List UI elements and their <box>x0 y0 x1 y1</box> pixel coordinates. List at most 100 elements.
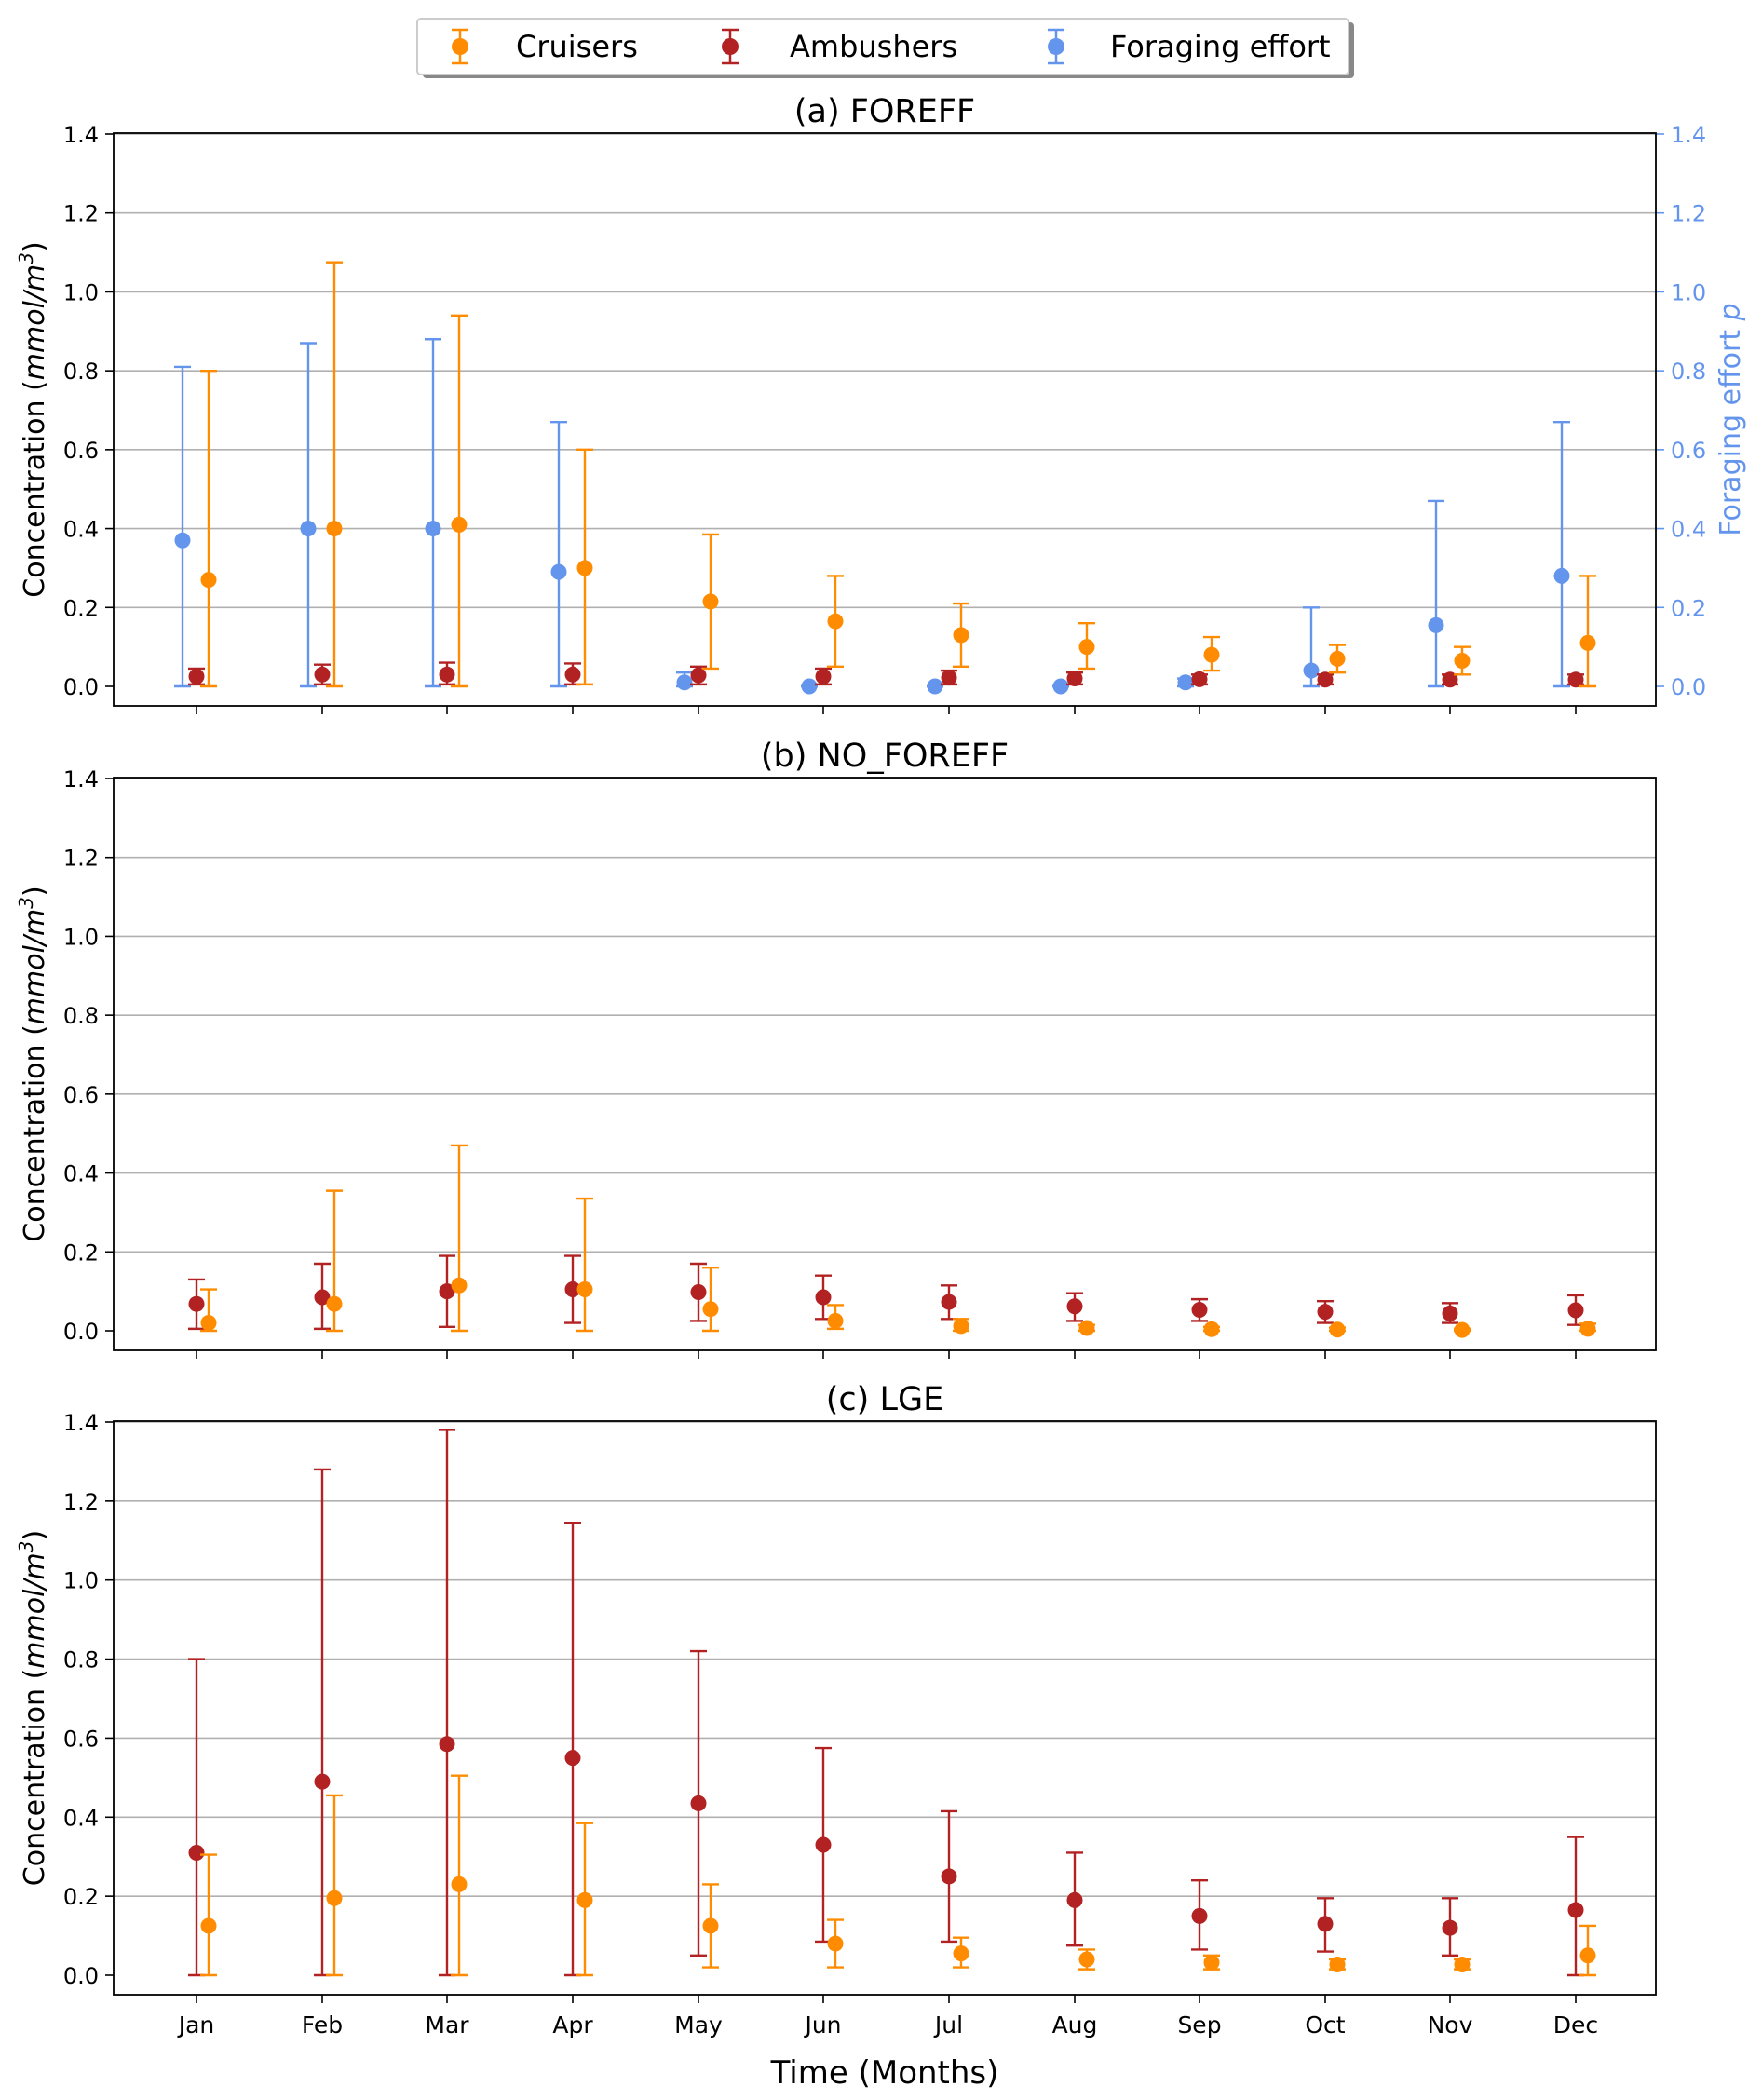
data-point-foraging-oct <box>1303 606 1320 688</box>
marker <box>1191 1302 1208 1319</box>
marker <box>1454 1957 1471 1973</box>
y-tick-label: 1.0 <box>63 279 99 305</box>
x-tick-label: Feb <box>302 2012 343 2039</box>
data-point-cruisers-jan <box>200 1853 217 1977</box>
y-tick-label: 0.4 <box>63 1161 99 1187</box>
marker <box>1066 1298 1083 1315</box>
marker <box>1442 671 1458 688</box>
marker <box>702 1301 719 1318</box>
data-point-foraging-may <box>676 671 693 691</box>
y2-tick-label: 0.0 <box>1671 674 1706 700</box>
marker <box>326 521 343 537</box>
data-point-ambushers-jan <box>188 667 205 686</box>
series-ambushers <box>188 661 1584 688</box>
y-tick-label: 1.0 <box>63 1568 99 1594</box>
y-tick-label: 0.8 <box>63 359 99 385</box>
data-point-ambushers-jun <box>815 667 832 686</box>
plot-frame <box>113 777 1657 1351</box>
marker <box>200 1917 217 1934</box>
marker <box>439 666 455 683</box>
marker <box>550 563 567 580</box>
data-point-cruisers-dec <box>1579 1924 1596 1977</box>
y-axis-label: Concentration (mmol/m3) <box>15 241 51 597</box>
x-tick-label: Aug <box>1052 2012 1098 2039</box>
marker <box>174 532 191 549</box>
data-point-ambushers-dec <box>1567 671 1584 688</box>
data-point-ambushers-jan <box>188 1278 205 1331</box>
marker <box>200 1315 217 1332</box>
data-point-ambushers-nov <box>1442 1897 1458 1957</box>
series-ambushers <box>188 1429 1584 1977</box>
x-tick-label: Oct <box>1305 2012 1345 2039</box>
legend-item-foraging-effort: Foraging effort <box>1048 28 1331 65</box>
x-tick-label: Jun <box>803 2012 841 2039</box>
series-cruisers <box>200 1144 1596 1338</box>
marker <box>1329 1957 1346 1973</box>
y-tick-label: 0.0 <box>63 1319 99 1345</box>
marker <box>801 678 818 695</box>
data-point-ambushers-may <box>690 665 707 686</box>
data-point-cruisers-apr <box>576 1197 593 1333</box>
data-point-ambushers-nov <box>1442 1302 1458 1324</box>
marker <box>1579 1947 1596 1964</box>
marker <box>1579 1321 1596 1337</box>
marker <box>564 1750 581 1767</box>
marker <box>451 1876 468 1892</box>
marker <box>941 1868 957 1885</box>
y-tick-label: 1.4 <box>63 122 99 148</box>
marker <box>564 666 581 683</box>
panel-3: 0.0 0.2 0.4 0.6 0.8 1.0 1.2 1.4 Jan Feb Mar Apr May J… <box>15 1381 1657 2039</box>
data-point-cruisers-jun <box>827 1304 844 1331</box>
data-point-cruisers-jun <box>827 575 844 669</box>
y-tick-label: 0.0 <box>63 1963 99 1989</box>
marker <box>702 1917 719 1934</box>
legend-label: Ambushers <box>790 29 957 64</box>
marker <box>827 613 844 630</box>
marker <box>1454 652 1471 669</box>
marker <box>326 1295 343 1312</box>
legend: Cruisers Ambushers Foraging effort <box>416 18 1354 78</box>
data-point-cruisers-sep <box>1203 1954 1220 1971</box>
x-tick-label: Nov <box>1428 2012 1473 2039</box>
panel-title: (a) FOREFF <box>794 93 975 130</box>
data-point-cruisers-mar <box>451 1774 468 1977</box>
data-point-ambushers-aug <box>1066 671 1083 687</box>
marker <box>1317 1304 1334 1321</box>
data-point-cruisers-aug <box>1078 1948 1095 1971</box>
marker <box>1329 650 1346 667</box>
y-axis-label: Concentration (mmol/m3) <box>15 886 51 1241</box>
marker <box>690 667 707 684</box>
marker <box>1317 671 1334 688</box>
y-tick-label: 0.0 <box>63 674 99 700</box>
data-point-ambushers-sep <box>1191 1297 1208 1322</box>
data-point-cruisers-apr <box>576 448 593 686</box>
marker <box>314 1289 331 1306</box>
data-point-ambushers-oct <box>1317 1300 1334 1324</box>
marker <box>439 1283 455 1300</box>
marker <box>1078 639 1095 656</box>
data-point-cruisers-nov <box>1454 645 1471 676</box>
data-point-cruisers-mar <box>451 1144 468 1333</box>
marker <box>326 1890 343 1906</box>
data-point-ambushers-apr <box>564 662 581 686</box>
data-point-cruisers-may <box>702 1883 719 1969</box>
marker <box>1078 1951 1095 1968</box>
marker <box>1567 671 1584 688</box>
y-axis-label: Concentration (mmol/m3) <box>15 1530 51 1886</box>
x-tick-label: May <box>674 2012 723 2039</box>
data-point-cruisers-jul <box>953 1318 969 1335</box>
marker <box>815 1289 832 1306</box>
data-point-foraging-jul <box>927 678 943 695</box>
data-point-ambushers-may <box>690 1262 707 1322</box>
y2-tick-label: 1.4 <box>1671 122 1706 148</box>
marker <box>576 1891 593 1908</box>
series-ambushers <box>188 1254 1584 1331</box>
x-tick-label: Jul <box>933 2012 963 2039</box>
marker <box>1442 1919 1458 1936</box>
data-point-ambushers-dec <box>1567 1836 1584 1977</box>
x-tick-label: Apr <box>552 2012 593 2039</box>
data-point-ambushers-mar <box>439 661 455 686</box>
y-tick-label: 0.2 <box>63 595 99 621</box>
marker <box>314 1773 331 1790</box>
